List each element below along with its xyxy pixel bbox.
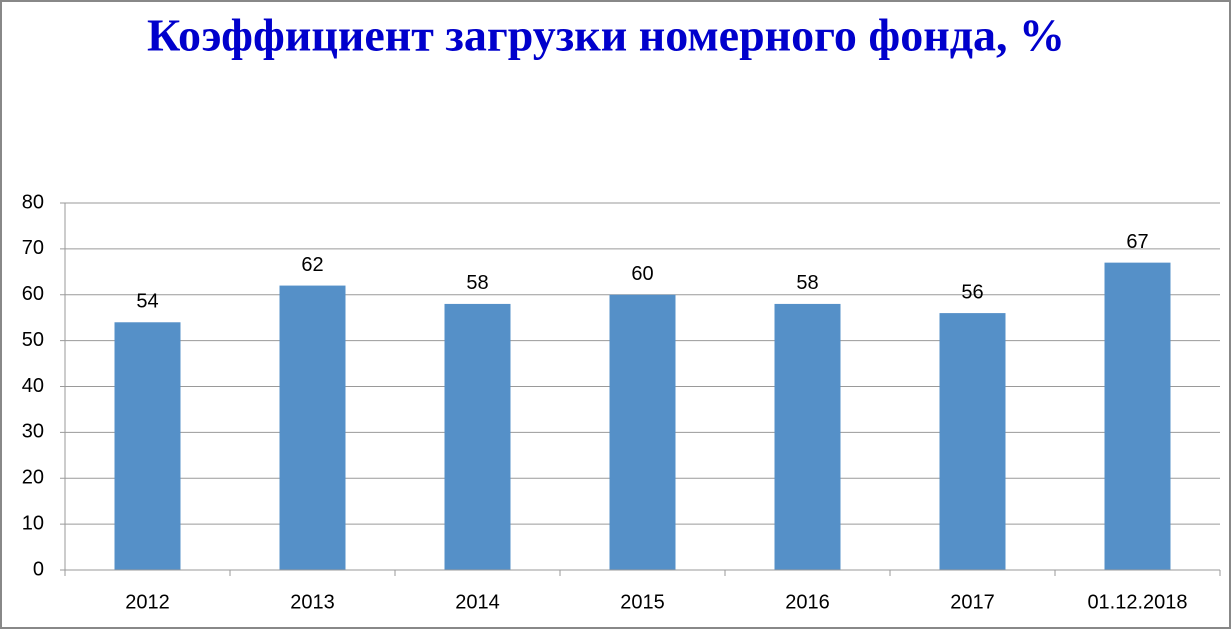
x-tick-label: 2014	[455, 591, 500, 613]
bar	[939, 313, 1006, 570]
chart-title: Коэффициент загрузки номерного фонда, %	[147, 10, 1065, 61]
bar	[774, 303, 841, 570]
y-tick-label: 70	[22, 237, 44, 259]
x-tick-label: 2016	[785, 591, 830, 613]
data-label: 54	[136, 291, 158, 313]
y-tick-label: 40	[22, 375, 44, 397]
x-tick-label: 2013	[290, 591, 335, 613]
data-label: 67	[1126, 231, 1148, 253]
bar	[1104, 262, 1171, 570]
data-label: 60	[631, 263, 653, 285]
data-label: 62	[301, 254, 323, 276]
bar	[444, 303, 511, 570]
x-tick-label: 2017	[950, 591, 995, 613]
y-tick-label: 80	[22, 191, 44, 213]
data-label: 58	[796, 272, 818, 294]
bar	[279, 285, 346, 570]
x-tick-label: 2012	[125, 591, 170, 613]
x-tick-label: 2015	[620, 591, 665, 613]
y-tick-label: 50	[22, 329, 44, 351]
y-tick-label: 30	[22, 421, 44, 443]
y-tick-label: 20	[22, 467, 44, 489]
bar	[114, 322, 181, 570]
data-label: 56	[961, 281, 983, 303]
x-tick-label: 01.12.2018	[1087, 591, 1187, 613]
bar	[609, 294, 676, 570]
y-tick-label: 60	[22, 283, 44, 305]
y-tick-label: 10	[22, 512, 44, 534]
data-label: 58	[466, 272, 488, 294]
y-tick-label: 0	[33, 558, 44, 580]
